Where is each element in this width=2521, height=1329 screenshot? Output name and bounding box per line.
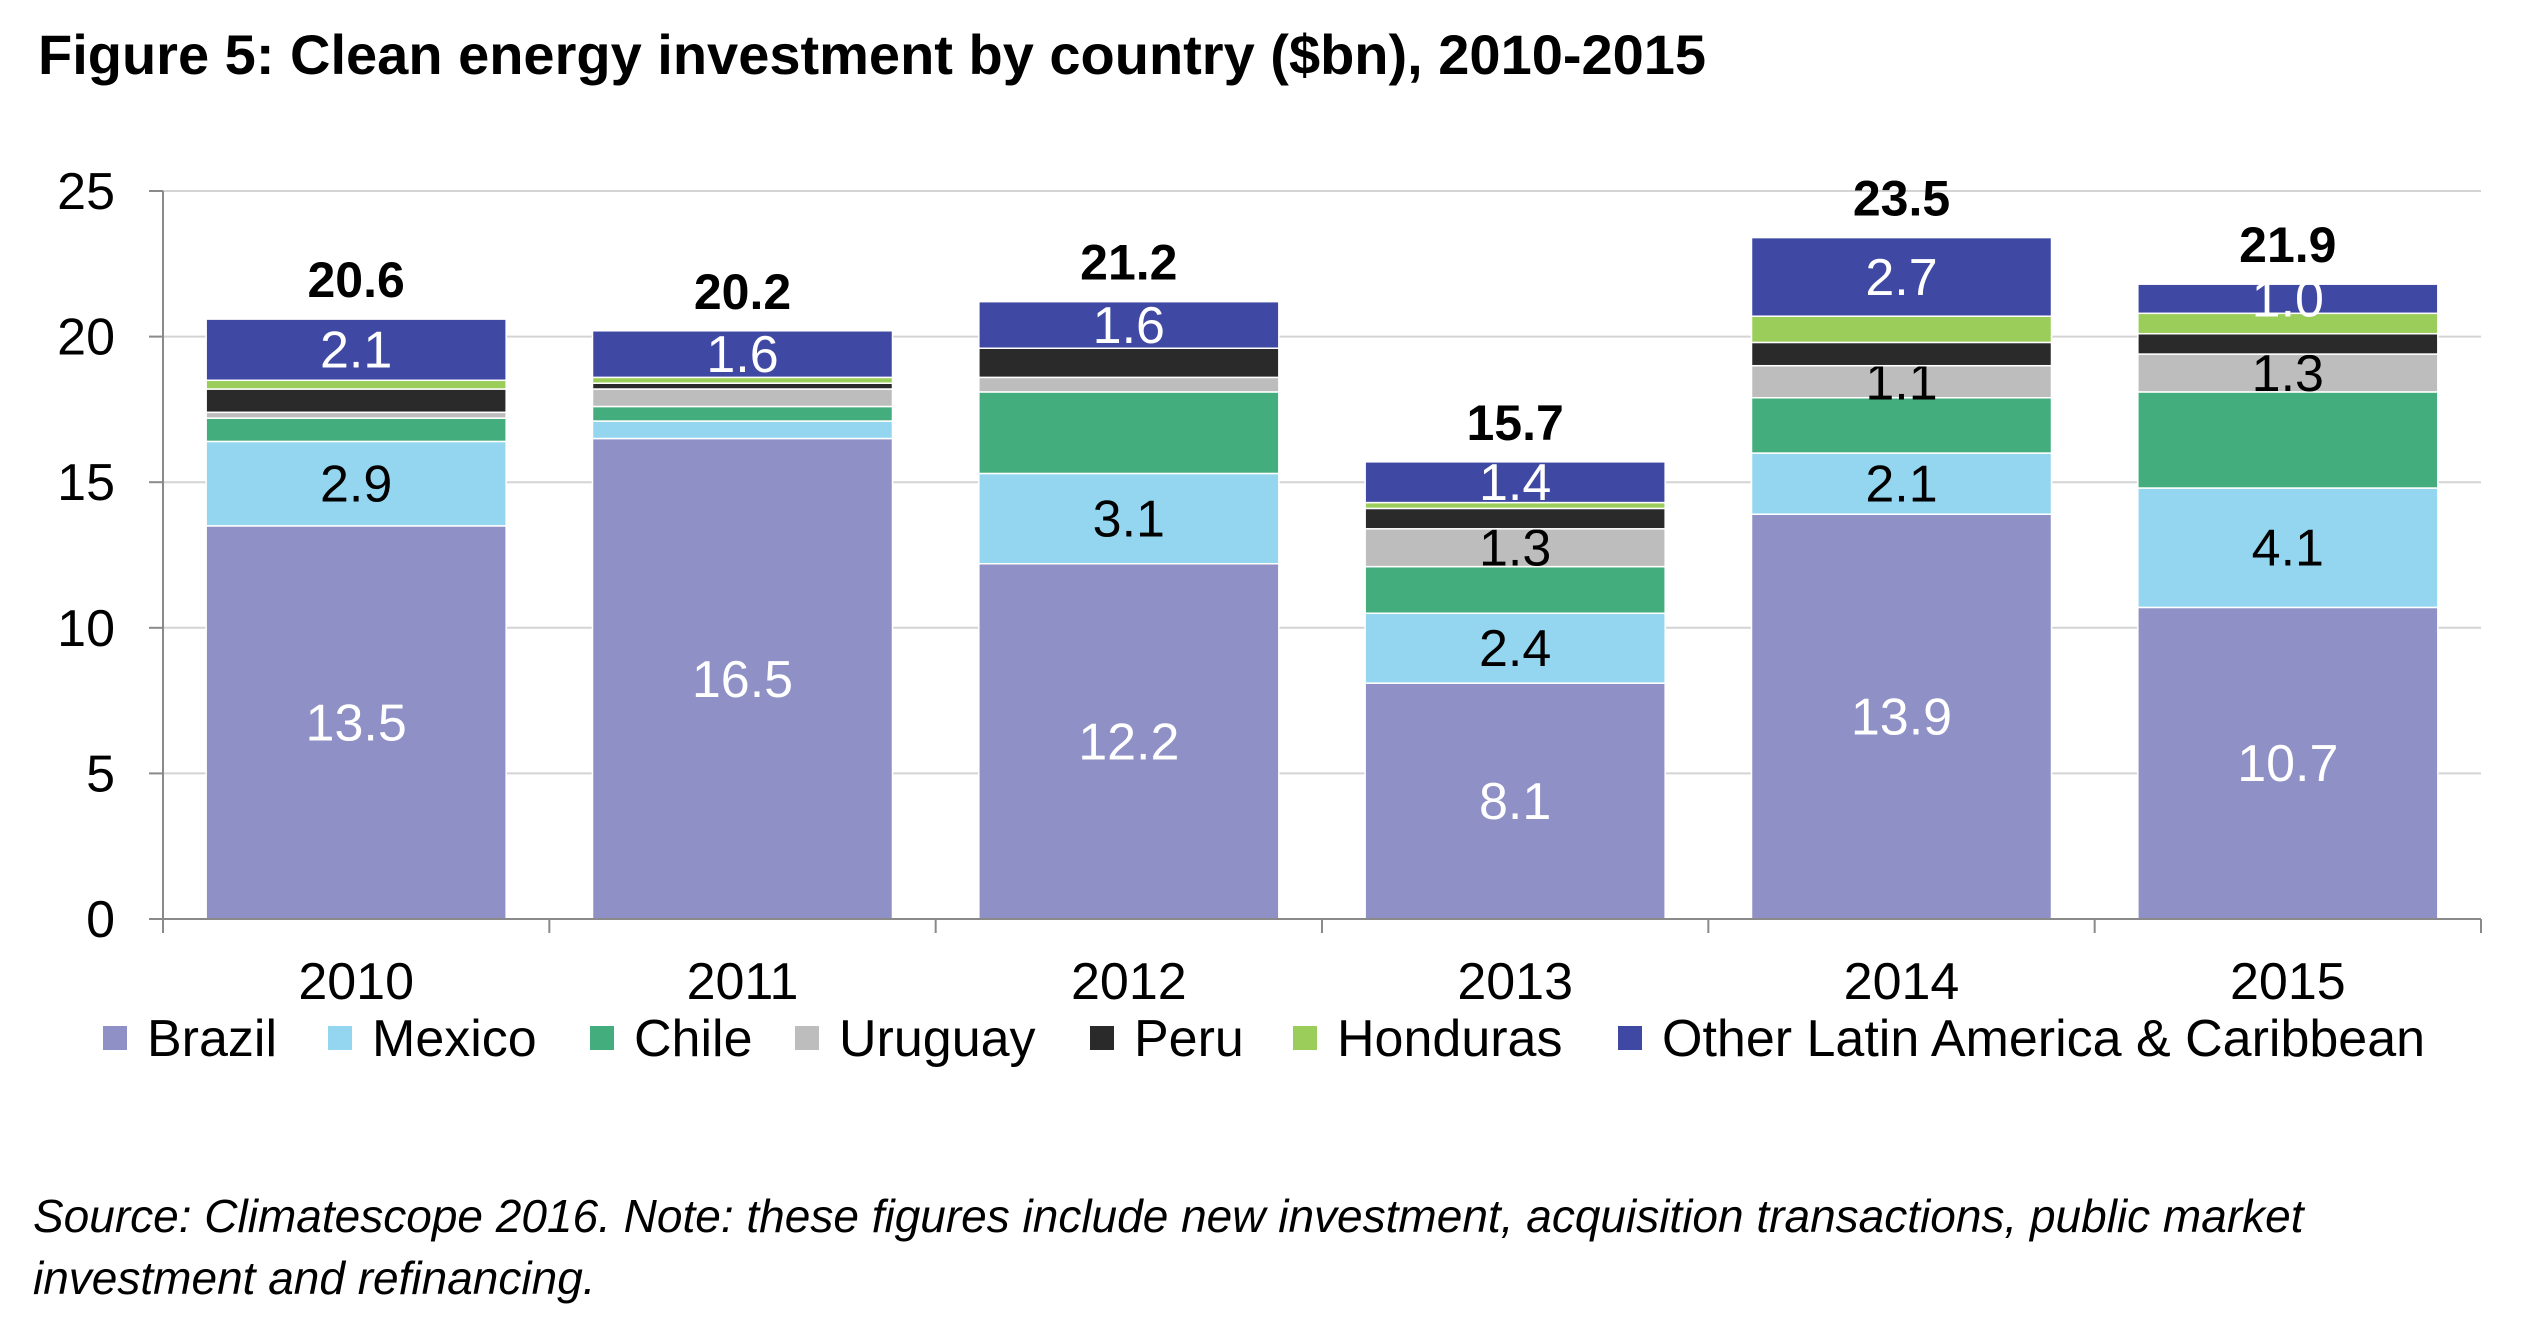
total-label: 20.2 xyxy=(694,264,791,320)
bar-segment-other-latin-america-caribbean-2011 xyxy=(591,330,894,379)
bar-segment-uruguay-2013 xyxy=(1364,528,1666,568)
bar-segment-other-latin-america-caribbean-2013 xyxy=(1364,461,1666,504)
bar-segment-mexico-2012 xyxy=(978,472,1280,565)
y-tick-label: 5 xyxy=(86,745,115,803)
legend-label: Other Latin America & Caribbean xyxy=(1662,1010,2425,1068)
total-label: 21.9 xyxy=(2239,217,2336,273)
total-label: 20.6 xyxy=(308,252,405,308)
data-label: 1.0 xyxy=(2252,271,2324,329)
y-tick-label: 0 xyxy=(86,891,115,949)
x-tick-label: 2011 xyxy=(687,953,799,1011)
data-label: 4.1 xyxy=(2252,520,2324,578)
data-label: 2.1 xyxy=(1865,456,1937,514)
bar-segment-other-latin-america-caribbean-2010 xyxy=(205,318,507,382)
legend-swatch xyxy=(1293,1026,1317,1050)
legend-swatch xyxy=(328,1026,352,1050)
bar-segment-chile-2014 xyxy=(1750,397,2053,454)
gridlines xyxy=(163,190,2481,775)
source-note: Source: Climatescope 2016. Note: these f… xyxy=(33,1190,2304,1304)
bar-segment-peru-2012 xyxy=(978,347,1280,379)
legend-swatch xyxy=(1618,1026,1642,1050)
bar-segment-uruguay-2015 xyxy=(2137,353,2439,393)
y-tick-label: 10 xyxy=(57,600,115,658)
data-label: 10.7 xyxy=(2237,735,2338,793)
bar-segment-chile-2011 xyxy=(591,405,894,422)
total-label: 21.2 xyxy=(1080,235,1177,291)
x-tick-label: 2012 xyxy=(1071,953,1187,1011)
bar-segment-uruguay-2011 xyxy=(591,388,894,408)
bar-segment-mexico-2014 xyxy=(1750,452,2053,515)
axes: 0 5 10 15 20 25 2010 2011 2012 2013 2014 2015 xyxy=(57,163,2482,1011)
data-label: 12.2 xyxy=(1078,713,1179,771)
bar-segment-uruguay-2012 xyxy=(978,376,1280,393)
bar-segment-uruguay-2010 xyxy=(205,411,507,419)
bar-segment-brazil-2010 xyxy=(205,525,507,920)
legend-label: Peru xyxy=(1134,1010,1244,1068)
bar-segment-chile-2012 xyxy=(978,391,1280,475)
legend-label: Chile xyxy=(634,1010,753,1068)
y-tick-label: 20 xyxy=(57,309,115,367)
x-tick-label: 2010 xyxy=(298,953,414,1011)
bar-segment-chile-2010 xyxy=(205,417,507,443)
bar-segment-honduras-2010 xyxy=(205,379,507,390)
legend: Brazil Mexico Chile Uruguay Peru Honduras Othe… xyxy=(103,1010,2425,1068)
legend-label: Honduras xyxy=(1337,1010,1562,1068)
bar-segment-other-latin-america-caribbean-2014 xyxy=(1750,236,2053,317)
data-label: 8.1 xyxy=(1479,773,1551,831)
total-label: 23.5 xyxy=(1853,171,1950,227)
legend-swatch xyxy=(590,1026,614,1050)
bar-segment-peru-2015 xyxy=(2137,332,2439,355)
data-label: 13.5 xyxy=(306,694,407,752)
y-tick-label: 25 xyxy=(57,163,115,221)
total-label: 15.7 xyxy=(1467,395,1564,451)
legend-swatch xyxy=(795,1026,819,1050)
data-label: 2.4 xyxy=(1479,620,1551,678)
chart-title: Figure 5: Clean energy investment by cou… xyxy=(38,23,1707,86)
bars: 13.5 2.9 2.1 20.6 16.5 1.6 20.2 12.2 3.1 1.6 21.2 8… xyxy=(205,171,2439,920)
bar-segment-brazil-2015 xyxy=(2137,606,2439,920)
legend-label: Uruguay xyxy=(839,1010,1036,1068)
bar-segment-brazil-2011 xyxy=(591,437,894,920)
bar-segment-chile-2015 xyxy=(2137,391,2439,489)
data-label: 2.7 xyxy=(1865,249,1937,307)
legend-swatch xyxy=(1090,1026,1114,1050)
data-label: 2.9 xyxy=(320,456,392,514)
bar-segment-brazil-2013 xyxy=(1364,682,1666,920)
data-label: 13.9 xyxy=(1851,689,1952,747)
bar-segment-honduras-2014 xyxy=(1750,315,2053,344)
x-tick-label: 2014 xyxy=(1844,953,1960,1011)
data-label: 3.1 xyxy=(1093,491,1165,549)
bar-segment-mexico-2010 xyxy=(205,440,507,527)
data-label: 1.6 xyxy=(1093,297,1165,355)
y-tick-label: 15 xyxy=(57,454,115,512)
stacked-bar-chart: 13.5 2.9 2.1 20.6 16.5 1.6 20.2 12.2 3.1 1.6 21.2 8… xyxy=(57,163,2482,1068)
bar-segment-other-latin-america-caribbean-2012 xyxy=(978,300,1280,349)
data-label: 2.1 xyxy=(320,322,392,380)
bar-segment-brazil-2012 xyxy=(978,562,1280,920)
bar-segment-chile-2013 xyxy=(1364,565,1666,614)
bar-segment-uruguay-2014 xyxy=(1750,364,2053,399)
data-label: 16.5 xyxy=(692,651,793,709)
bar-segment-peru-2010 xyxy=(205,388,507,414)
data-label: 1.6 xyxy=(706,326,778,384)
legend-label: Mexico xyxy=(372,1010,537,1068)
bar-segment-other-latin-america-caribbean-2015 xyxy=(2137,283,2439,315)
x-tick-label: 2013 xyxy=(1457,953,1573,1011)
bar-segment-peru-2014 xyxy=(1750,341,2053,367)
legend-swatch xyxy=(103,1026,127,1050)
bar-segment-mexico-2011 xyxy=(591,420,894,440)
legend-label: Brazil xyxy=(147,1010,277,1068)
x-tick-label: 2015 xyxy=(2230,953,2346,1011)
data-label: 1.4 xyxy=(1479,454,1551,512)
bar-segment-mexico-2015 xyxy=(2137,487,2439,609)
bar-segment-mexico-2013 xyxy=(1364,612,1666,684)
